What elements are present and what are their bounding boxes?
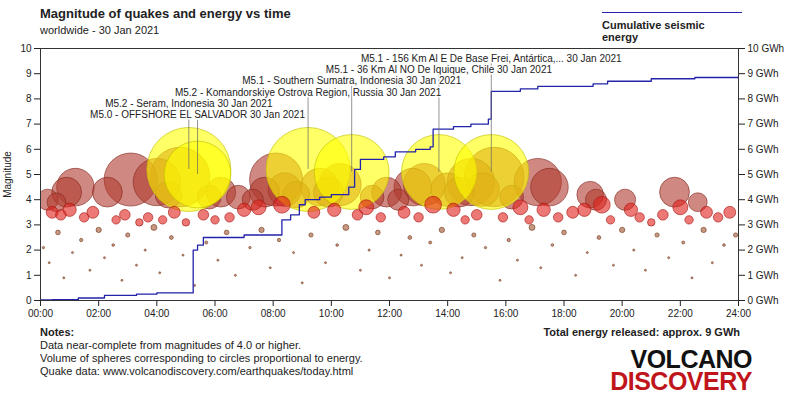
html-text:Magnitude of quakes and energy: Magnitude of quakes and energy vs time: [40, 6, 291, 21]
svg-text:3: 3: [26, 219, 32, 230]
html-text:Quake data: www.volcanodiscove: Quake data: www.volcanodiscovery.com/ear…: [40, 365, 354, 377]
html-text:DISCOVERY: DISCOVERY: [610, 367, 752, 395]
svg-text:1 GWh: 1 GWh: [748, 270, 779, 281]
svg-text:16:00: 16:00: [493, 308, 518, 319]
svg-text:M5.2 - Komandorskiye Ostrova R: M5.2 - Komandorskiye Ostrova Region, Rus…: [175, 87, 442, 98]
svg-text:0 GWh: 0 GWh: [748, 295, 779, 306]
svg-text:04:00: 04:00: [144, 308, 169, 319]
svg-text:Magnitude: Magnitude: [2, 151, 13, 198]
svg-text:6 GWh: 6 GWh: [748, 144, 779, 155]
svg-text:M5.1 - 36 Km Al NO De Iquique,: M5.1 - 36 Km Al NO De Iquique, Chile 30 …: [326, 64, 553, 75]
html-text:Notes:: Notes:: [40, 326, 75, 338]
svg-text:9 GWh: 9 GWh: [748, 68, 779, 79]
html-text:worldwide - 30 Jan 2021: worldwide - 30 Jan 2021: [40, 24, 160, 36]
svg-text:0: 0: [26, 295, 32, 306]
svg-text:7: 7: [26, 118, 32, 129]
svg-text:M5.1 - 156 Km Al E De Base Fre: M5.1 - 156 Km Al E De Base Frei, Antárti…: [361, 53, 622, 64]
svg-text:10:00: 10:00: [319, 308, 344, 319]
html-text:VOLCANO: VOLCANO: [630, 345, 752, 373]
svg-text:10 GWh: 10 GWh: [748, 43, 785, 54]
svg-text:2 GWh: 2 GWh: [748, 244, 779, 255]
svg-text:10: 10: [20, 43, 32, 54]
svg-text:M5.2 - Seram, Indonesia 30 Jan: M5.2 - Seram, Indonesia 30 Jan 2021: [105, 98, 273, 109]
svg-text:4 GWh: 4 GWh: [748, 194, 779, 205]
svg-text:12:00: 12:00: [377, 308, 402, 319]
html-text:Data near-complete from magnit: Data near-complete from magnitudes of 4.…: [40, 339, 302, 351]
svg-text:02:00: 02:00: [86, 308, 111, 319]
html-text:Cumulative seismic energy: Cumulative seismic energy: [602, 19, 705, 43]
svg-text:M5.0 - OFFSHORE EL SALVADOR 30: M5.0 - OFFSHORE EL SALVADOR 30 Jan 2021: [90, 109, 305, 120]
html-text:Total energy released: approx.: Total energy released: approx. 9 GWh: [543, 326, 740, 338]
svg-text:9: 9: [26, 68, 32, 79]
svg-text:06:00: 06:00: [202, 308, 227, 319]
svg-text:5: 5: [26, 169, 32, 180]
svg-text:4: 4: [26, 194, 32, 205]
svg-text:8: 8: [26, 93, 32, 104]
svg-text:24:00: 24:00: [726, 308, 751, 319]
svg-text:7 GWh: 7 GWh: [748, 118, 779, 129]
svg-text:08:00: 08:00: [261, 308, 286, 319]
svg-text:14:00: 14:00: [435, 308, 460, 319]
svg-text:00:00: 00:00: [28, 308, 53, 319]
svg-text:5 GWh: 5 GWh: [748, 169, 779, 180]
svg-text:18:00: 18:00: [551, 308, 576, 319]
html-text:Volume of spheres correspondin: Volume of spheres corresponding to circl…: [40, 352, 363, 364]
svg-text:8 GWh: 8 GWh: [748, 93, 779, 104]
svg-text:2: 2: [26, 244, 32, 255]
svg-text:20:00: 20:00: [610, 308, 635, 319]
svg-text:M5.1 - Southern Sumatra, Indon: M5.1 - Southern Sumatra, Indonesia 30 Ja…: [242, 75, 461, 86]
svg-text:6: 6: [26, 144, 32, 155]
svg-text:1: 1: [26, 270, 32, 281]
svg-text:22:00: 22:00: [668, 308, 693, 319]
svg-text:3 GWh: 3 GWh: [748, 219, 779, 230]
